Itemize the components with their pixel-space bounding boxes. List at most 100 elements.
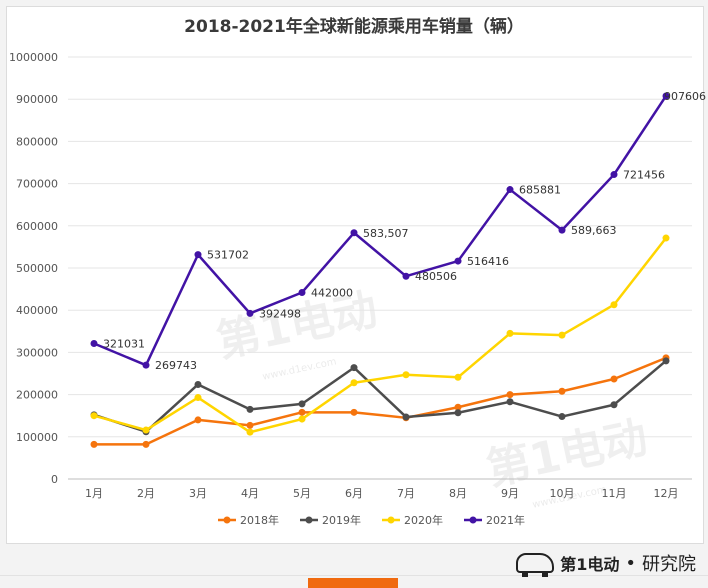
x-tick-label: 10月 bbox=[550, 487, 575, 500]
series-line bbox=[94, 356, 667, 446]
y-tick-label: 800000 bbox=[16, 135, 58, 148]
data-point bbox=[454, 257, 462, 265]
data-point bbox=[506, 329, 514, 337]
legend-swatch-point bbox=[223, 516, 231, 524]
data-label: 480506 bbox=[415, 270, 457, 283]
data-label: 269743 bbox=[155, 359, 197, 372]
data-point bbox=[90, 412, 98, 420]
data-point bbox=[610, 301, 618, 309]
series-line bbox=[93, 359, 667, 433]
data-point bbox=[454, 409, 462, 417]
data-point bbox=[558, 331, 566, 339]
data-point bbox=[194, 380, 202, 388]
x-tick-label: 9月 bbox=[501, 487, 519, 500]
data-point bbox=[610, 401, 618, 409]
data-label: 685881 bbox=[519, 184, 561, 197]
data-point bbox=[194, 416, 202, 424]
brand-dot: • bbox=[625, 552, 636, 574]
x-tick-label: 8月 bbox=[449, 487, 467, 500]
data-point bbox=[506, 391, 514, 399]
data-point bbox=[662, 234, 670, 242]
y-tick-label: 600000 bbox=[16, 220, 58, 233]
x-tick-label: 6月 bbox=[345, 487, 363, 500]
data-point bbox=[298, 288, 306, 296]
data-point bbox=[350, 229, 358, 237]
watermark-logo: 第1电动 bbox=[482, 412, 652, 496]
data-point bbox=[298, 415, 306, 423]
x-tick-label: 5月 bbox=[293, 487, 311, 500]
legend-label: 2019年 bbox=[322, 513, 361, 527]
data-label: 392498 bbox=[259, 307, 301, 320]
watermark-url: www.d1ev.com bbox=[261, 356, 337, 382]
data-point bbox=[558, 387, 566, 395]
y-tick-label: 200000 bbox=[16, 389, 58, 402]
data-point bbox=[90, 440, 98, 448]
car-logo-icon bbox=[516, 553, 555, 577]
data-label: 907606 bbox=[664, 90, 706, 103]
x-tick-label: 7月 bbox=[397, 487, 415, 500]
data-label: 531702 bbox=[207, 249, 249, 262]
series-line bbox=[93, 237, 667, 434]
data-point bbox=[662, 357, 670, 365]
legend-swatch-point bbox=[469, 516, 477, 524]
y-tick-label: 500000 bbox=[16, 262, 58, 275]
data-label: 516416 bbox=[467, 255, 509, 268]
x-tick-label: 4月 bbox=[241, 487, 259, 500]
data-point bbox=[194, 251, 202, 259]
x-tick-label: 3月 bbox=[189, 487, 207, 500]
data-point bbox=[246, 428, 254, 436]
data-label: 442000 bbox=[311, 286, 353, 299]
legend-swatch-point bbox=[305, 516, 313, 524]
data-point bbox=[350, 408, 358, 416]
y-tick-label: 1000000 bbox=[9, 51, 58, 64]
data-point bbox=[402, 413, 410, 421]
data-point bbox=[558, 226, 566, 234]
y-tick-label: 300000 bbox=[16, 346, 58, 359]
series-line bbox=[93, 95, 668, 367]
x-tick-label: 1月 bbox=[85, 487, 103, 500]
legend-label: 2020年 bbox=[404, 513, 443, 527]
data-point bbox=[90, 340, 98, 348]
data-point bbox=[402, 272, 410, 280]
legend-label: 2021年 bbox=[486, 513, 525, 527]
y-tick-label: 100000 bbox=[16, 431, 58, 444]
data-point bbox=[142, 426, 150, 434]
footer-divider bbox=[0, 575, 708, 576]
data-point bbox=[454, 373, 462, 381]
data-point bbox=[350, 364, 358, 372]
accent-bar bbox=[308, 578, 398, 588]
legend-label: 2018年 bbox=[240, 513, 279, 527]
footer-brand: 第1电动 • 研究院 bbox=[516, 550, 696, 577]
data-point bbox=[662, 92, 670, 100]
data-point bbox=[246, 405, 254, 413]
data-point bbox=[350, 379, 358, 387]
data-label: 589,663 bbox=[571, 224, 617, 237]
x-tick-label: 12月 bbox=[654, 487, 679, 500]
chart-title: 2018-2021年全球新能源乘用车销量（辆） bbox=[184, 16, 524, 37]
data-label: 721456 bbox=[623, 169, 665, 182]
x-tick-label: 2月 bbox=[137, 487, 155, 500]
y-tick-label: 0 bbox=[51, 473, 58, 486]
data-point bbox=[402, 371, 410, 379]
y-tick-label: 400000 bbox=[16, 304, 58, 317]
data-label: 583,507 bbox=[363, 227, 409, 240]
brand-wordmark: 第1电动 bbox=[560, 555, 620, 574]
data-point bbox=[558, 413, 566, 421]
watermark-logo: 第1电动 bbox=[212, 284, 382, 368]
data-point bbox=[454, 403, 462, 411]
y-tick-label: 900000 bbox=[16, 93, 58, 106]
data-point bbox=[142, 361, 150, 369]
data-point bbox=[194, 394, 202, 402]
data-point bbox=[610, 375, 618, 383]
data-point bbox=[298, 408, 306, 416]
data-label: 321031 bbox=[103, 338, 145, 351]
data-point bbox=[298, 400, 306, 408]
brand-suffix: 研究院 bbox=[642, 554, 696, 575]
legend-swatch-point bbox=[387, 516, 395, 524]
data-point bbox=[246, 421, 254, 429]
data-point bbox=[610, 171, 618, 179]
chart-card bbox=[6, 6, 704, 544]
y-tick-label: 700000 bbox=[16, 178, 58, 191]
x-tick-label: 11月 bbox=[602, 487, 627, 500]
